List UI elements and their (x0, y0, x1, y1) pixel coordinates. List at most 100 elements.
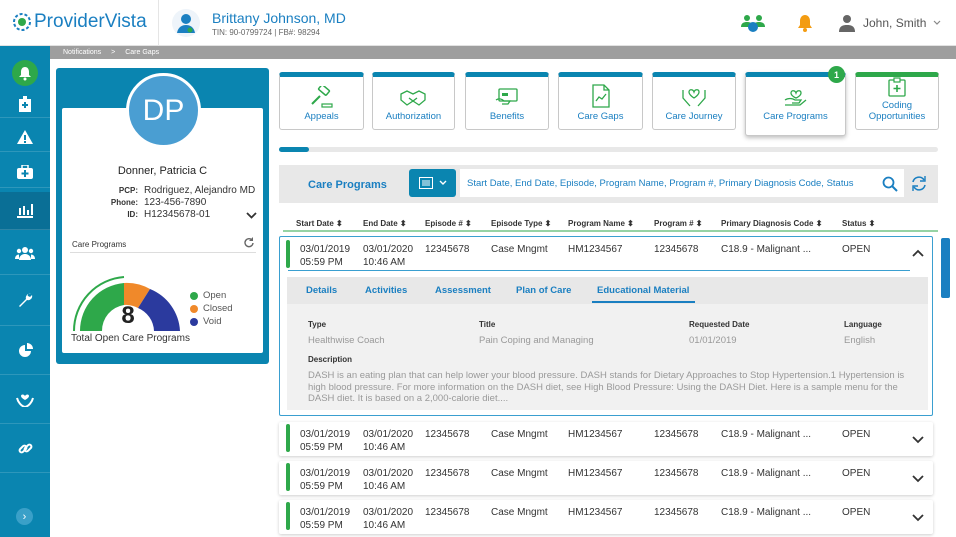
gauge-segment-closed (124, 282, 150, 308)
list-scrollbar-thumb[interactable] (941, 238, 950, 298)
phone-label: Phone: (110, 198, 138, 207)
sidebar-item-alerts[interactable] (0, 122, 50, 152)
sidebar-item-reports[interactable] (0, 192, 50, 230)
edu-title-label: Title (479, 320, 496, 329)
col-start-date[interactable]: Start Date ⬍ (296, 219, 343, 228)
gauge-total-label: Total Open Care Programs (71, 333, 190, 344)
sidebar-item-analytics[interactable] (0, 327, 50, 375)
tab-benefits-label: Benefits (489, 110, 525, 122)
row-status-bar (286, 502, 290, 530)
col-status[interactable]: Status ⬍ (842, 219, 876, 228)
phone-value: 123-456-7890 (144, 197, 207, 208)
row-end: 03/01/2020 10:46 AM (363, 428, 413, 454)
start-time: 05:59 PM (300, 481, 343, 492)
sidebar-item-medkit[interactable] (0, 156, 50, 188)
tab-appeals[interactable]: Appeals (279, 72, 364, 130)
row-start: 03/01/2019 05:59 PM (300, 243, 350, 269)
row-program-no: 12345678 (654, 507, 699, 518)
tabs-scrollbar[interactable] (279, 147, 938, 152)
user-name: John, Smith (863, 16, 927, 30)
chevron-down-icon (439, 180, 446, 185)
tab-coding-opportunities[interactable]: Coding Opportunities (855, 72, 939, 130)
row-program-name: HM1234567 (568, 429, 623, 440)
edu-type-value: Healthwise Coach (308, 335, 385, 346)
chevron-up-icon[interactable] (912, 248, 924, 260)
chevron-down-icon[interactable] (912, 433, 924, 445)
row-program-no: 12345678 (654, 244, 699, 255)
col-end-date[interactable]: End Date ⬍ (363, 219, 407, 228)
chevron-down-icon[interactable] (912, 472, 924, 484)
start-date: 03/01/2019 (300, 507, 351, 518)
refresh-list-icon[interactable] (911, 175, 927, 192)
app-logo[interactable]: ProviderVista (12, 11, 147, 33)
tab-care-gaps[interactable]: Care Gaps (558, 72, 643, 130)
tab-authorization[interactable]: Authorization (372, 72, 455, 130)
sidebar-item-hospital[interactable] (0, 90, 50, 118)
table-row[interactable] (279, 461, 933, 495)
sidebar-notifications[interactable] (12, 60, 38, 86)
search-icon[interactable] (882, 176, 898, 192)
view-select-button[interactable] (409, 169, 456, 197)
row-diagnosis: C18.9 - Malignant ... (721, 468, 812, 479)
tabs-scrollbar-thumb[interactable] (279, 147, 309, 152)
row-diagnosis: C18.9 - Malignant ... (721, 429, 812, 440)
provider-name[interactable]: Brittany Johnson, MD (212, 10, 346, 26)
edu-requested-value: 01/01/2019 (689, 335, 737, 346)
warning-icon (17, 129, 33, 144)
table-row[interactable] (279, 500, 933, 534)
row-status-bar (286, 240, 290, 268)
pcp-value: Rodriguez, Alejandro MD (144, 185, 256, 196)
edu-requested-label: Requested Date (689, 320, 750, 329)
care-programs-gauge (72, 276, 180, 332)
table-row[interactable] (279, 422, 933, 456)
row-start: 03/01/2019 05:59 PM (300, 506, 350, 532)
sidebar-item-tools[interactable] (0, 276, 50, 326)
sidebar-item-members[interactable] (0, 231, 50, 275)
chevron-down-icon[interactable] (912, 511, 924, 523)
breadcrumb-notifications[interactable]: Notifications (63, 49, 102, 56)
patient-expand-chevron-icon[interactable] (246, 212, 257, 220)
tab-benefits[interactable]: Benefits (465, 72, 549, 130)
sidebar-item-links[interactable] (0, 425, 50, 473)
detail-tab-assessment[interactable]: Assessment (435, 285, 491, 296)
col-episode[interactable]: Episode # ⬍ (425, 219, 472, 228)
card-icon (495, 87, 518, 105)
tab-appeals-label: Appeals (304, 110, 339, 122)
detail-tab-plan-of-care[interactable]: Plan of Care (516, 285, 572, 296)
search-input[interactable]: Start Date, End Date, Episode, Program N… (460, 169, 904, 197)
row-diagnosis: C18.9 - Malignant ... (721, 507, 812, 518)
refresh-icon[interactable] (243, 237, 254, 248)
sidebar-item-care[interactable] (0, 376, 50, 424)
clipboard-plus-icon (888, 77, 906, 97)
user-menu[interactable]: John, Smith (838, 14, 941, 32)
widget-divider (70, 252, 256, 253)
end-date: 03/01/2020 (363, 244, 414, 255)
row-status: OPEN (842, 429, 871, 440)
detail-tab-details[interactable]: Details (306, 285, 338, 296)
gauge-segment-void (138, 289, 180, 331)
end-date: 03/01/2020 (363, 468, 414, 479)
tab-care-programs[interactable]: Care Programs (745, 72, 846, 136)
detail-tabs (287, 277, 928, 304)
col-program-no[interactable]: Program # ⬍ (654, 219, 703, 228)
provider-avatar-icon (172, 9, 200, 37)
detail-tab-activities[interactable]: Activities (365, 285, 408, 296)
col-primary-diagnosis[interactable]: Primary Diagnosis Code ⬍ (721, 219, 823, 228)
legend-void-label: Void (203, 316, 222, 327)
medkit-icon (17, 164, 33, 179)
team-icon[interactable] (740, 13, 766, 33)
edu-description-value: DASH is an eating plan that can help low… (308, 370, 905, 404)
row-program-name: HM1234567 (568, 244, 623, 255)
detail-tab-educational-material[interactable]: Educational Material (597, 285, 690, 296)
breadcrumb-care-gaps[interactable]: Care Gaps (125, 49, 160, 56)
tab-care-journey[interactable]: Care Journey (652, 72, 736, 130)
users-icon (15, 246, 35, 260)
col-episode-type[interactable]: Episode Type ⬍ (491, 219, 552, 228)
breadcrumb-separator: > (111, 49, 116, 56)
edu-title-value[interactable]: Pain Coping and Managing (479, 335, 594, 346)
col-program-name[interactable]: Program Name ⬍ (568, 219, 634, 228)
tab-care-programs-label: Care Programs (763, 110, 828, 122)
handshake-icon (399, 89, 426, 106)
sidebar-expand-button[interactable]: › (16, 508, 33, 525)
bell-icon[interactable] (797, 14, 813, 32)
